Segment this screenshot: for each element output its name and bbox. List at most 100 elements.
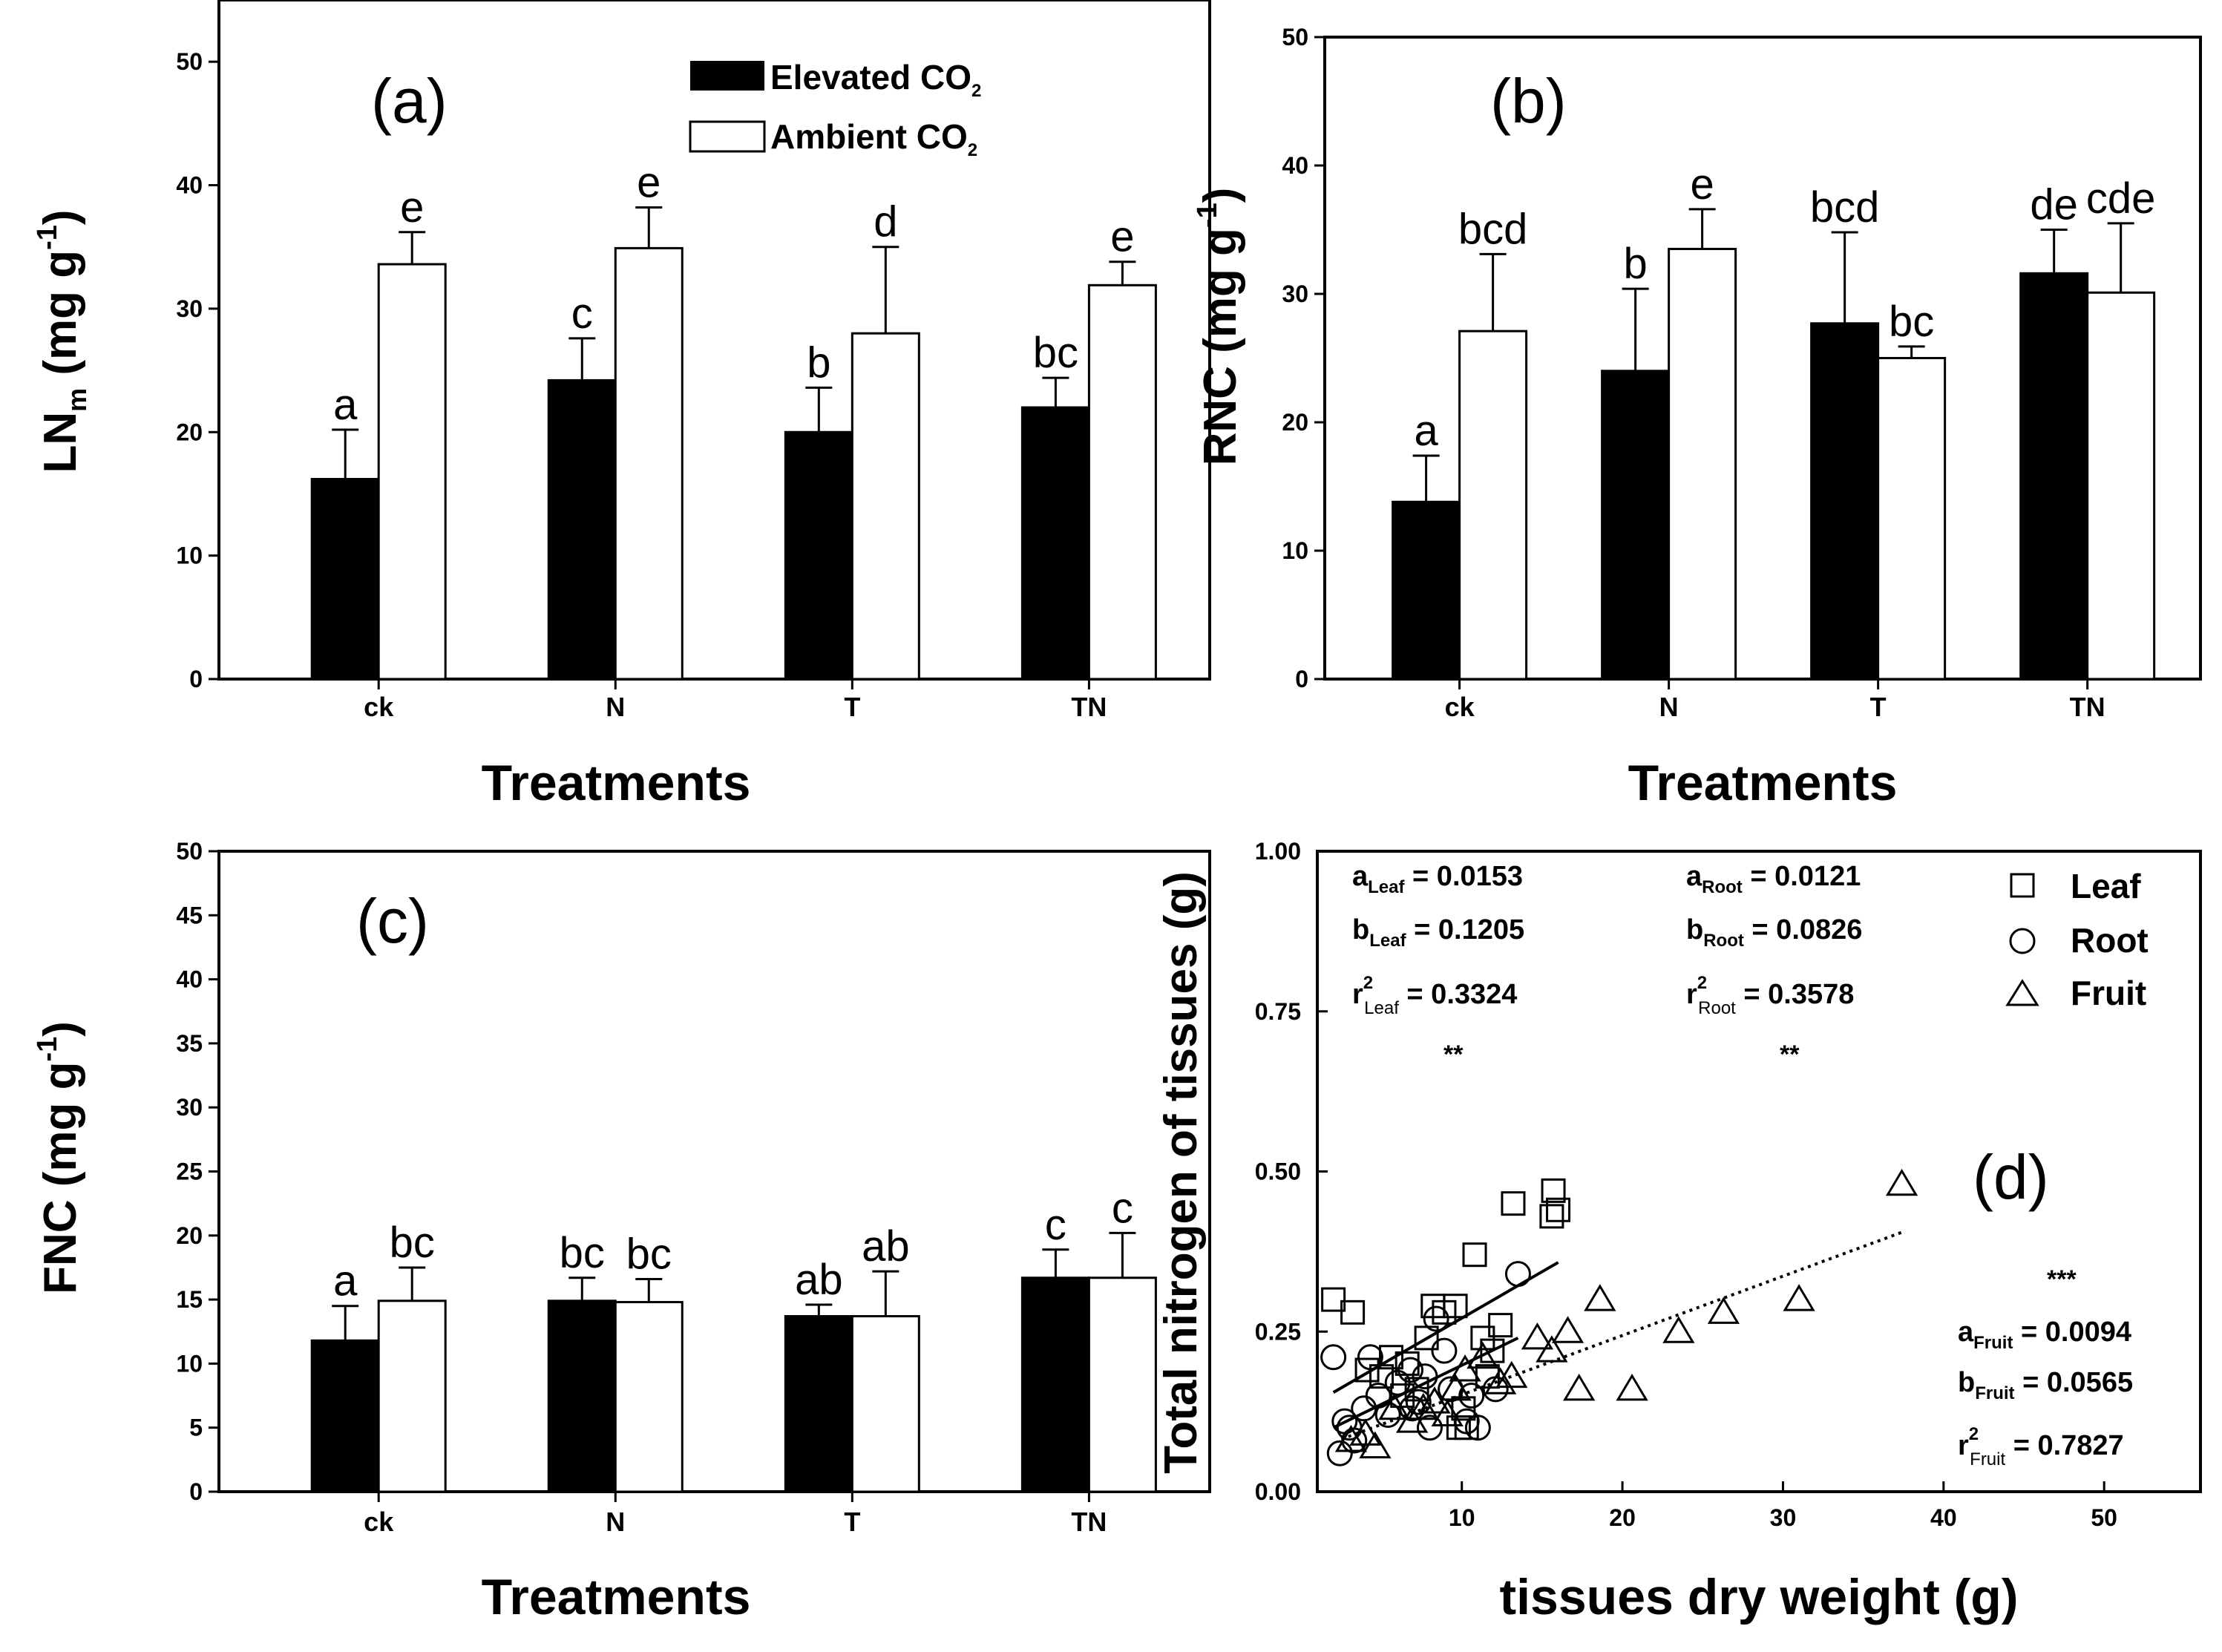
panel-a-bar-ambient-ck: [377, 263, 447, 681]
panel-d-point-leaf-10: [1462, 1242, 1487, 1268]
fruit-significance: ***: [2047, 1265, 2077, 1294]
panel-d-point-fruit-22: [1431, 1399, 1464, 1426]
panel-c-letter-elevated-T: ab: [795, 1256, 843, 1304]
panel-c-ytick-label-1: 5: [189, 1415, 203, 1441]
panel-a-bar-ambient-TN: [1087, 283, 1157, 681]
panel-a-bar-elevated-ck: [310, 477, 380, 681]
panel-d-point-fruit-20: [1885, 1168, 1918, 1196]
panel-c-x-axis-label: Treatments: [482, 1569, 751, 1625]
panel-d-point-root-19: [1504, 1261, 1531, 1288]
panel-a-bar-chart: 0 10 20 30 40 50 ck a e Nc e Tb d TN bc e (a) Elevated …: [32, 0, 1211, 811]
panel-a-bar-elevated-T: [784, 430, 853, 681]
panel-b-letter-ambient-N: e: [1690, 160, 1714, 209]
panel-b-bar-ambient-TN: [2086, 291, 2156, 681]
panel-d-point-root-17: [1464, 1415, 1491, 1441]
panel-c-label: (c): [356, 886, 429, 956]
legend-elevated-swatch: [690, 61, 764, 91]
panel-d-point-fruit-15: [1584, 1284, 1616, 1311]
leaf-a-stat: aLeaf = 0.0153: [1352, 861, 1523, 897]
legend-root-marker: [2009, 928, 2036, 954]
panel-d-ytick-label-1: 0.25: [1255, 1318, 1301, 1345]
panel-a-letter-ambient-T: d: [874, 198, 897, 246]
panel-b-bar-elevated-N: [1601, 370, 1671, 681]
panel-c-ytick-label-4: 20: [176, 1222, 203, 1249]
panel-d-point-leaf-0: [1321, 1287, 1346, 1312]
panel-d-point-leaf-3: [1379, 1345, 1404, 1370]
fruit-r2-stat: r2 Fruit = 0.7827: [1958, 1424, 2124, 1469]
panel-c-letter-ambient-T: ab: [862, 1222, 910, 1271]
leaf-significance: **: [1443, 1040, 1464, 1069]
panel-a-letter-elevated-TN: bc: [1033, 329, 1078, 377]
legend-ambient-swatch: [689, 120, 766, 153]
panel-d-point-root-0: [1320, 1344, 1347, 1371]
panel-a-ytick-label-0: 0: [189, 666, 203, 692]
panel-b-bar-ambient-N: [1668, 247, 1737, 681]
panel-d-point-root-14: [1431, 1337, 1458, 1364]
panel-d-point-root-12: [1416, 1415, 1443, 1441]
panel-b-ytick-label-1: 10: [1282, 537, 1308, 564]
panel-b-bar-ambient-ck: [1458, 330, 1528, 681]
panel-c-ytick-label-8: 40: [176, 966, 203, 993]
panel-b-ytick-label-0: 0: [1295, 666, 1308, 692]
legend-root-label: Root: [2071, 921, 2149, 960]
panel-d-label: (d): [1973, 1142, 2049, 1212]
panel-d-ytick-label-3: 0.75: [1255, 998, 1301, 1025]
fruit-b-stat: bFruit = 0.0565: [1958, 1367, 2133, 1403]
panel-a-letter-elevated-ck: a: [333, 381, 358, 429]
panel-a-xtick-label-3: TN: [1071, 692, 1107, 722]
panel-d-x-axis-label: tissues dry weight (g): [1500, 1569, 2019, 1625]
panel-b-letter-ambient-T: bc: [1889, 298, 1934, 346]
panel-a-xtick-label-2: T: [844, 692, 860, 722]
panel-c-letter-ambient-N: bc: [626, 1230, 672, 1278]
panel-c-letter-ambient-ck: bc: [390, 1219, 435, 1267]
panel-c-xtick-label-0: ck: [364, 1507, 394, 1537]
panel-d-point-leaf-14: [1501, 1191, 1526, 1216]
panel-d-point-fruit-21: [1407, 1392, 1440, 1420]
panel-d-xtick-label-0: 10: [1449, 1504, 1475, 1531]
panel-b-letter-elevated-ck: a: [1414, 407, 1438, 455]
panel-a-bar-ambient-N: [614, 246, 684, 681]
panel-b-label: (b): [1490, 66, 1567, 136]
panel-c-letter-elevated-TN: c: [1045, 1201, 1066, 1249]
panel-d-point-fruit-10: [1495, 1360, 1528, 1389]
panel-c-bar-elevated-T: [784, 1315, 853, 1493]
panel-b-ytick-label-4: 40: [1282, 152, 1308, 179]
panel-c-xtick-label-3: TN: [1071, 1507, 1107, 1537]
panel-d-point-leaf-17: [1546, 1197, 1571, 1222]
legend: Elevated CO2 Ambient CO2: [689, 58, 981, 160]
root-r2-stat: r2 Root = 0.3578: [1686, 973, 1854, 1018]
panel-b-plot-frame: [1323, 36, 2202, 681]
panel-a-ytick-label-4: 40: [176, 172, 203, 199]
panel-d-point-fruit-16: [1616, 1373, 1648, 1401]
panel-b-bar-elevated-ck: [1392, 500, 1461, 681]
panel-c-xtick-label-2: T: [844, 1507, 860, 1537]
panel-d-ytick-label-4: 1.00: [1255, 838, 1301, 865]
panel-a-letter-ambient-TN: e: [1110, 213, 1134, 261]
panel-d-point-root-21: [1412, 1363, 1438, 1390]
panel-a-x-axis-label: Treatments: [482, 755, 751, 811]
panel-c-ytick-label-9: 45: [176, 902, 203, 928]
legend-ambient-label: Ambient CO2: [770, 117, 977, 160]
panel-c-letter-elevated-N: bc: [560, 1229, 605, 1277]
panel-d-point-root-11: [1405, 1389, 1432, 1415]
panel-c-bar-ambient-ck: [377, 1299, 447, 1493]
legend-leaf-label: Leaf: [2071, 867, 2141, 905]
panel-d-point-leaf-5: [1404, 1377, 1429, 1402]
panel-c-ytick-label-2: 10: [176, 1350, 203, 1377]
panel-b-letter-elevated-T: bcd: [1810, 183, 1880, 232]
panel-d-xtick-label-2: 30: [1770, 1504, 1797, 1531]
panel-b-letter-elevated-TN: de: [2030, 181, 2078, 229]
panel-b-ytick-label-5: 50: [1282, 24, 1308, 50]
panel-b-letter-ambient-ck: bcd: [1458, 205, 1528, 253]
leaf-regression-stats: aLeaf = 0.0153 bLeaf = 0.1205 r2 Leaf = 0…: [1352, 861, 1524, 1069]
panel-d-point-fruit-2: [1359, 1431, 1392, 1459]
panel-d-point-leaf-11: [1470, 1325, 1495, 1351]
panel-c-bar-ambient-T: [851, 1315, 920, 1493]
panel-c-xtick-label-1: N: [606, 1507, 625, 1537]
root-b-stat: bRoot = 0.0826: [1686, 914, 1862, 951]
panel-a-y-axis-label: LNm (mg g-1): [32, 209, 92, 473]
panel-b-bar-elevated-TN: [2019, 272, 2089, 681]
panel-b-letter-ambient-TN: cde: [2086, 174, 2156, 223]
panel-d-point-leaf-13: [1488, 1313, 1513, 1338]
